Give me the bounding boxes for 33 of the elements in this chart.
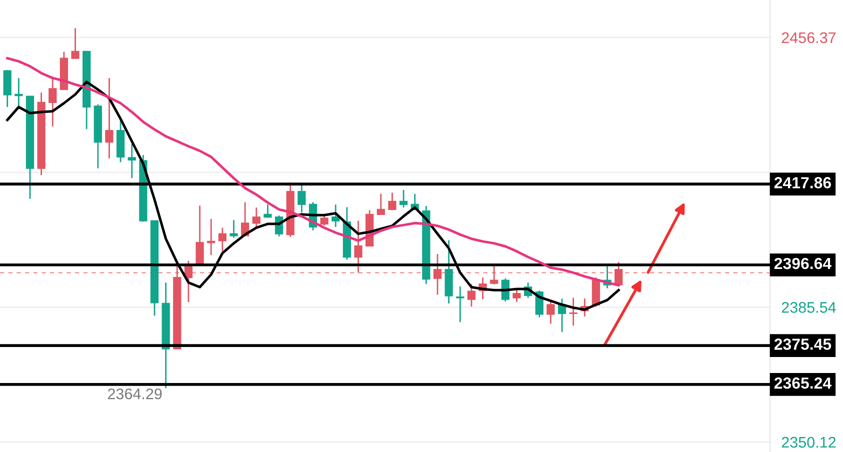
candlestick <box>433 253 442 296</box>
candlestick <box>196 204 204 266</box>
y-tick-label: 2385.54 <box>782 302 836 313</box>
candlestick <box>298 184 306 214</box>
candlestick <box>3 69 12 108</box>
ref-line-label: 2417.86 <box>774 177 832 188</box>
candlestick <box>105 77 114 160</box>
candlestick <box>490 264 498 286</box>
candlestick <box>467 283 476 308</box>
ref-line-label: 2396.64 <box>774 258 832 270</box>
candlestick <box>14 77 23 108</box>
candlestick <box>546 301 555 324</box>
candlestick <box>569 297 578 326</box>
annotation: 2364.29 <box>108 388 162 400</box>
ref-line-label: 2375.45 <box>774 338 832 350</box>
candlestick <box>207 218 216 256</box>
candlestick <box>71 27 80 59</box>
candlestick <box>264 204 272 219</box>
candlestick <box>388 192 396 211</box>
candlestick <box>354 220 362 274</box>
candlestick <box>128 143 136 179</box>
candlestick <box>230 219 238 238</box>
candlestick <box>48 76 57 128</box>
candlestick <box>399 189 408 208</box>
y-tick-label: 2456.37 <box>782 32 836 44</box>
candlestick <box>218 227 226 252</box>
ref-line-label: 2365.24 <box>774 377 832 389</box>
candlestick <box>332 204 340 228</box>
candlestick <box>456 286 464 323</box>
y-tick-label: 2350.12 <box>782 436 836 448</box>
candlestick <box>376 193 385 216</box>
candlestick <box>614 261 623 286</box>
candlestick <box>512 288 521 303</box>
